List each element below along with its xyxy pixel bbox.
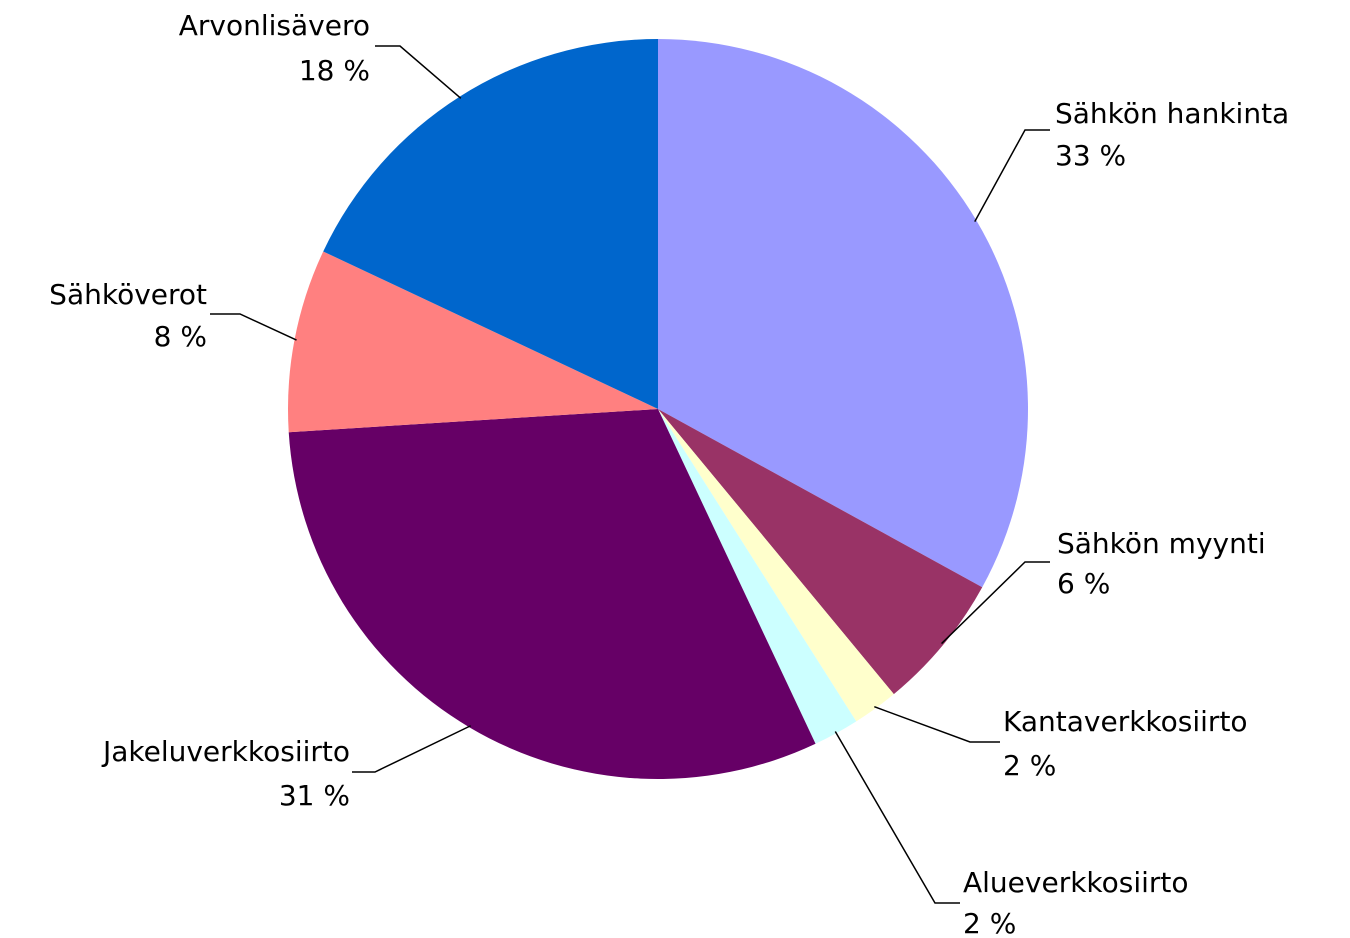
slice-label: Sähkön hankinta [1055, 97, 1289, 130]
slice-label: Alueverkkosiirto [963, 866, 1189, 899]
pie-slice [658, 409, 857, 744]
pie-slice [658, 409, 983, 695]
leader-line [375, 45, 462, 99]
pie-slice [287, 251, 658, 433]
leader-line [352, 725, 471, 773]
leader-line [974, 129, 1050, 223]
slice-label: Arvonlisävero [179, 9, 370, 42]
pie-slice [323, 39, 658, 409]
pie-slice [288, 409, 816, 779]
slice-label: Sähkön myynti [1057, 527, 1266, 560]
slice-value-label: 31 % [279, 779, 350, 812]
slice-value-label: 2 % [1003, 749, 1056, 782]
leader-line [834, 731, 960, 904]
pie-slice [658, 39, 1028, 588]
leader-line [210, 313, 297, 341]
slice-label: Jakeluverkkosiirto [101, 735, 350, 768]
leader-line [941, 561, 1050, 645]
slice-label: Kantaverkkosiirto [1003, 705, 1248, 738]
slice-value-label: 2 % [963, 907, 1016, 938]
slice-value-label: 6 % [1057, 567, 1110, 600]
leader-line [874, 706, 1000, 743]
slice-value-label: 33 % [1055, 139, 1126, 172]
slice-value-label: 18 % [299, 54, 370, 87]
pie-slice [658, 409, 894, 722]
slice-label: Sähköverot [49, 278, 207, 311]
slice-value-label: 8 % [154, 320, 207, 353]
